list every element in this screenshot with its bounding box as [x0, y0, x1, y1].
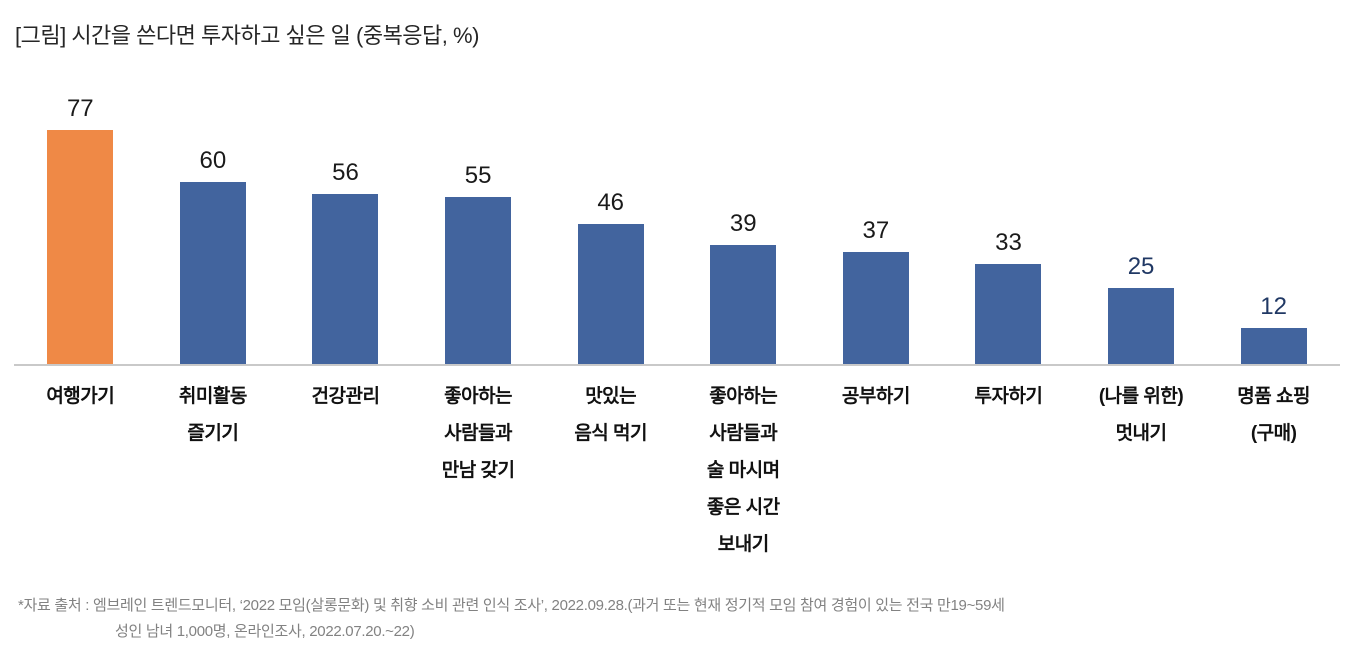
bar [710, 245, 777, 364]
bar-value-label: 77 [66, 95, 94, 122]
bar-column: 12 [1207, 88, 1340, 364]
category-label-line: 맛있는 [585, 386, 637, 407]
category-label: 건강관리 [279, 378, 412, 563]
category-label-line: 좋은 시간 [706, 497, 780, 518]
category-label-line: 멋내기 [1115, 423, 1167, 444]
source-note-line2: 성인 남녀 1,000명, 온라인조사, 2022.07.20.~22) [115, 623, 415, 640]
bar [445, 197, 512, 364]
bar [1240, 328, 1307, 364]
category-label-line: 만남 갖기 [441, 460, 515, 481]
source-note: *자료 출처 : 엠브레인 트렌드모니터, ‘2022 모임(살롱문화) 및 취… [18, 593, 1005, 645]
bar-column: 56 [279, 88, 412, 364]
bar-value-label: 37 [862, 217, 890, 244]
source-note-line1: *자료 출처 : 엠브레인 트렌드모니터, ‘2022 모임(살롱문화) 및 취… [18, 597, 1005, 614]
category-label-line: 보내기 [717, 534, 769, 555]
bar-column: 60 [147, 88, 280, 364]
category-label: 여행가기 [14, 378, 147, 563]
category-label-line: 사람들과 [444, 423, 513, 444]
category-label: 공부하기 [810, 378, 943, 563]
category-row: 여행가기 취미활동 즐기기 건강관리 좋아하는 사람들과 만남 갖기 맛있는 음식 먹기 좋아하는… [14, 378, 1340, 563]
category-label-line: 건강관리 [311, 386, 380, 407]
category-label-line: (나를 위한) [1098, 386, 1184, 407]
category-label-line: 공부하기 [841, 386, 910, 407]
bar [312, 194, 379, 364]
bar-column: 37 [810, 88, 943, 364]
category-label: (나를 위한) 멋내기 [1075, 378, 1208, 563]
bar-value-label: 33 [995, 229, 1022, 256]
category-label: 투자하기 [942, 378, 1075, 563]
bar-value-label: 56 [332, 159, 359, 186]
bar-value-label: 25 [1127, 253, 1155, 280]
bar-value-label: 39 [729, 210, 757, 237]
bar [179, 182, 246, 364]
category-label-line: 좋아하는 [444, 386, 513, 407]
bar-column: 39 [677, 88, 810, 364]
bar [47, 130, 114, 364]
category-label-line: 즐기기 [187, 423, 239, 444]
bar-column: 25 [1075, 88, 1208, 364]
bar [1108, 288, 1175, 364]
bar-value-label: 60 [199, 147, 227, 174]
bar-column: 46 [544, 88, 677, 364]
chart-title: [그림] 시간을 쓴다면 투자하고 싶은 일 (중복응답, %) [15, 23, 479, 48]
category-label-line: 취미활동 [178, 386, 247, 407]
category-label-line: 투자하기 [974, 386, 1043, 407]
category-label-line: 여행가기 [46, 386, 115, 407]
category-label-line: 음식 먹기 [574, 423, 648, 444]
category-label-line: 술 마시며 [706, 460, 780, 481]
bar-plot: 77 60 56 55 46 39 37 33 25 12 [14, 88, 1340, 366]
category-label-line: 좋아하는 [709, 386, 778, 407]
bar [577, 224, 644, 364]
bar-column: 33 [942, 88, 1075, 364]
bar-column: 55 [412, 88, 545, 364]
category-label-line: 사람들과 [709, 423, 778, 444]
bar-column: 77 [14, 88, 147, 364]
bar-value-label: 46 [597, 189, 625, 216]
bar [842, 252, 909, 364]
bar [975, 264, 1042, 364]
bar-value-label: 12 [1260, 293, 1287, 320]
category-label-line: 명품 쇼핑 [1237, 386, 1310, 407]
bar-value-label: 55 [464, 162, 492, 189]
category-label-line: (구매) [1250, 423, 1297, 444]
category-label: 명품 쇼핑 (구매) [1207, 378, 1340, 563]
